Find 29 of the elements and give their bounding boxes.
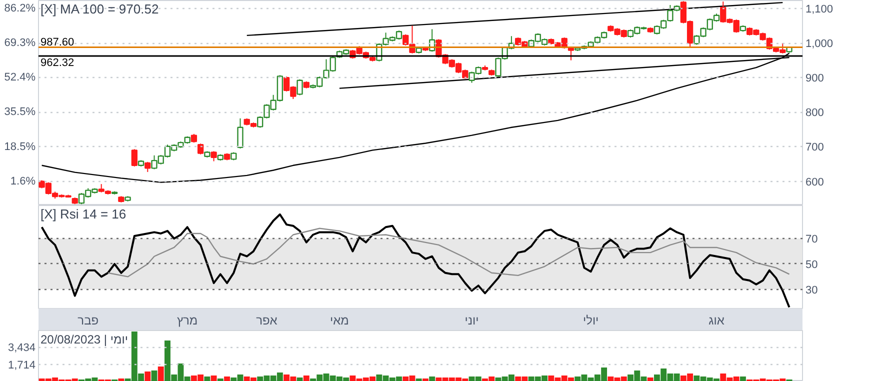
x-tick-label: מרץ: [176, 314, 198, 328]
y2-tick-label: 69.3%: [4, 36, 36, 49]
x-tick-label: פבר: [78, 314, 99, 328]
y-tick-label: 800: [806, 107, 824, 120]
ref-line-label: 962.32: [40, 57, 74, 70]
x-tick-label: יולי: [582, 314, 599, 328]
x-tick-label: מאי: [330, 314, 349, 328]
ref-line-label: 987.60: [40, 36, 74, 48]
y2-tick-label: 1.6%: [10, 175, 36, 188]
y-tick-label: 3,434: [8, 342, 36, 354]
x-tick-label: יוני: [464, 314, 479, 328]
x-tick-label: אפר: [256, 314, 278, 328]
chart-title: [X] Rsi 14 = 16: [40, 206, 126, 222]
annotation: יומי | 20/08/2023: [40, 332, 128, 346]
y-tick-label: 600: [806, 176, 824, 188]
x-tick-label: אוג: [708, 314, 725, 328]
y2-tick-label: 86.2%: [4, 2, 36, 14]
y-tick-label: 1,000: [806, 38, 834, 50]
y-tick-label: 700: [806, 142, 824, 154]
y2-tick-label: 52.4%: [4, 72, 36, 84]
y-tick-label: 1,714: [8, 359, 36, 372]
y-tick-label: 1,100: [806, 3, 834, 16]
y-tick-label: 70: [806, 234, 818, 246]
y-tick-label: 30: [806, 284, 818, 296]
y2-tick-label: 18.5%: [4, 140, 36, 153]
y2-tick-label: 35.5%: [4, 106, 36, 118]
chart-title: [X] MA 100 = 970.52: [40, 2, 159, 16]
y-tick-label: 50: [806, 258, 818, 271]
y-tick-label: 900: [806, 72, 824, 85]
